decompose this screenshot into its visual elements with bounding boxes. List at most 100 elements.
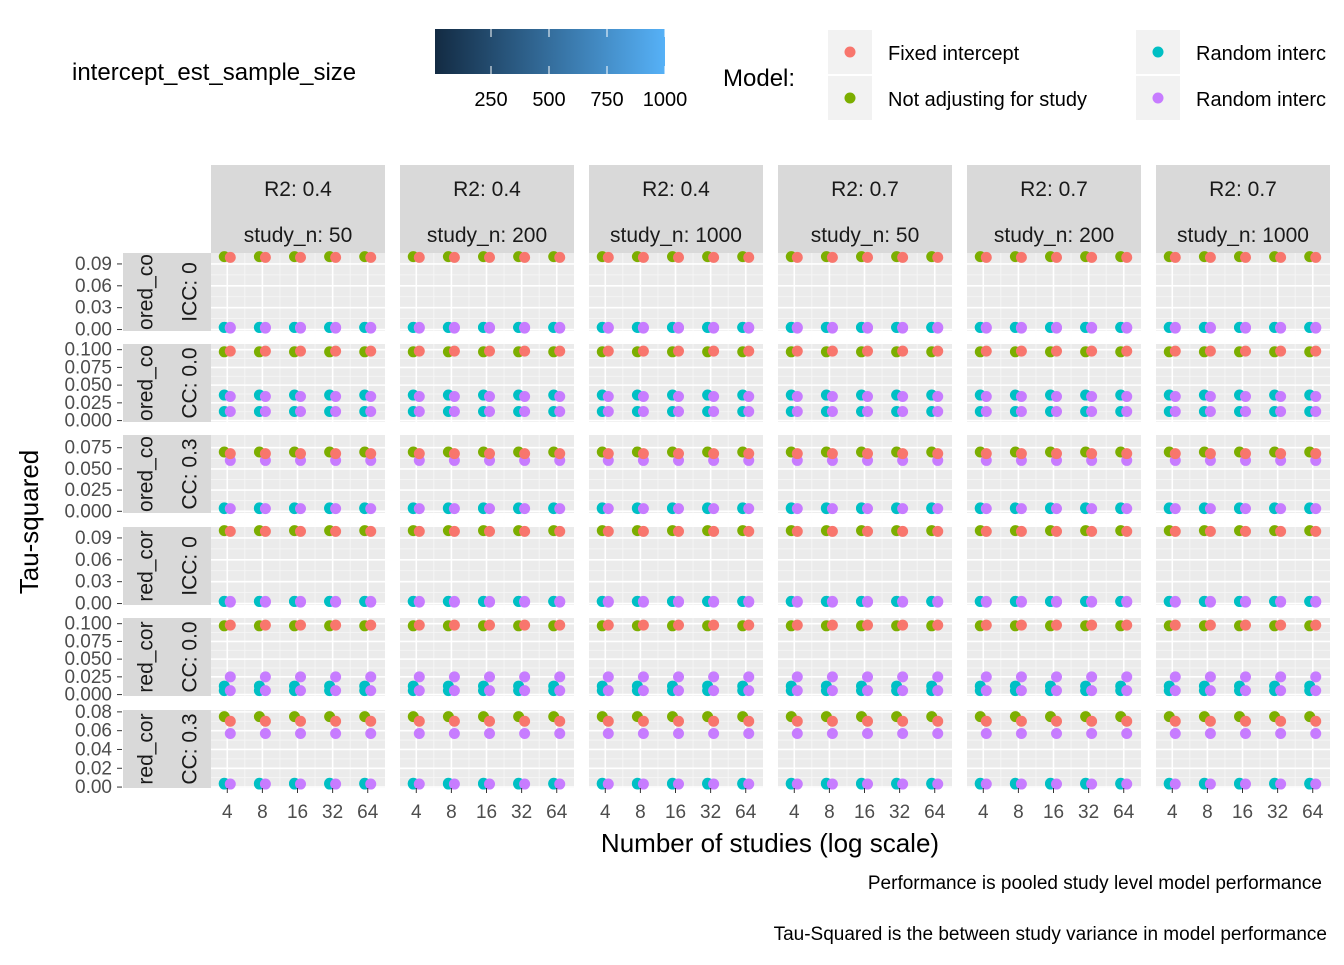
- data-point-random_b: [708, 685, 720, 697]
- data-point-fixed: [1240, 715, 1252, 727]
- data-point-random_b: [1121, 727, 1133, 739]
- data-point-random_b: [484, 595, 496, 607]
- data-point-random_b: [1051, 503, 1063, 515]
- data-point-random_b: [1240, 727, 1252, 739]
- data-point-random_b: [448, 727, 460, 739]
- data-point-random_b: [980, 406, 992, 418]
- data-point-random_b: [980, 778, 992, 790]
- data-point-random_b: [980, 685, 992, 697]
- data-point-fixed: [897, 715, 909, 727]
- data-point-fixed: [826, 715, 838, 727]
- data-point-random_b: [897, 685, 909, 697]
- data-point-random_b: [826, 390, 838, 402]
- data-point-random_b: [484, 778, 496, 790]
- data-point-fixed: [1086, 345, 1098, 357]
- data-point-fixed: [1204, 448, 1216, 460]
- data-point-random_b: [708, 406, 720, 418]
- y-tick-label: 0.050: [64, 459, 112, 480]
- strip-label-inner: CC: 0.0: [179, 621, 202, 692]
- data-point-fixed: [1051, 448, 1063, 460]
- data-point-random_b: [554, 778, 566, 790]
- x-tick-label: 4: [978, 802, 989, 823]
- y-tick-label: 0.09: [75, 254, 112, 275]
- data-point-random_b: [862, 685, 874, 697]
- data-point-fixed: [554, 448, 566, 460]
- data-point-fixed: [448, 619, 460, 631]
- data-point-fixed: [484, 715, 496, 727]
- data-point-fixed: [295, 251, 307, 263]
- facet-panel: [211, 618, 385, 697]
- data-point-fixed: [862, 525, 874, 537]
- data-point-fixed: [519, 715, 531, 727]
- facet-panel: [778, 710, 952, 790]
- data-point-random_b: [1169, 595, 1181, 607]
- data-point-fixed: [413, 715, 425, 727]
- x-tick-label: 8: [824, 802, 835, 823]
- data-point-random_b: [826, 727, 838, 739]
- data-point-fixed: [1310, 448, 1322, 460]
- data-point-fixed: [413, 619, 425, 631]
- caption-tau-squared: Tau-Squared is the between study varianc…: [774, 924, 1327, 945]
- facet-panel: [778, 618, 952, 697]
- facet-panel: [967, 710, 1141, 790]
- data-point-fixed: [1310, 251, 1322, 263]
- data-point-random_b: [862, 390, 874, 402]
- facet-panel: [589, 435, 763, 515]
- x-tick-label: 4: [411, 802, 422, 823]
- data-point-random_b: [932, 727, 944, 739]
- data-point-fixed: [708, 345, 720, 357]
- facet-panel: [967, 344, 1141, 422]
- data-point-fixed: [1204, 715, 1216, 727]
- data-point-fixed: [602, 251, 614, 263]
- data-point-fixed: [1121, 619, 1133, 631]
- data-point-random_b: [330, 390, 342, 402]
- data-point-random_b: [330, 778, 342, 790]
- data-point-fixed: [637, 251, 649, 263]
- data-point-random_b: [413, 406, 425, 418]
- data-point-fixed: [224, 525, 236, 537]
- legend-dot: [844, 92, 856, 104]
- gradient-ticks: 250 500 750 1000: [474, 29, 687, 111]
- x-tick-label: 16: [854, 802, 875, 823]
- data-point-random_b: [330, 727, 342, 739]
- facet-panel: [589, 251, 763, 334]
- y-tick-label: 0.075: [64, 631, 112, 652]
- data-point-fixed: [743, 251, 755, 263]
- data-point-random_b: [519, 390, 531, 402]
- data-point-fixed: [673, 448, 685, 460]
- data-point-fixed: [413, 448, 425, 460]
- data-point-random_b: [554, 321, 566, 333]
- data-point-fixed: [519, 251, 531, 263]
- data-point-fixed: [980, 345, 992, 357]
- data-point-random_b: [743, 595, 755, 607]
- data-point-random_b: [365, 671, 377, 683]
- strip-background: [123, 435, 211, 513]
- data-point-random_b: [826, 406, 838, 418]
- data-point-fixed: [1051, 525, 1063, 537]
- column-strip: R2: 0.7 study_n: 200: [967, 165, 1141, 253]
- strip-label-study-n: study_n: 50: [244, 224, 353, 247]
- data-point-random_b: [330, 406, 342, 418]
- data-point-random_b: [448, 406, 460, 418]
- strip-background: [967, 165, 1141, 253]
- data-point-random_b: [743, 727, 755, 739]
- data-point-fixed: [637, 448, 649, 460]
- data-point-fixed: [1051, 715, 1063, 727]
- facet-panel: [211, 435, 385, 515]
- data-point-random_b: [224, 685, 236, 697]
- data-point-fixed: [1240, 525, 1252, 537]
- data-point-fixed: [602, 525, 614, 537]
- data-point-random_b: [826, 671, 838, 683]
- data-point-fixed: [330, 345, 342, 357]
- data-point-fixed: [862, 345, 874, 357]
- data-point-fixed: [259, 251, 271, 263]
- strip-label-outer: ored_co: [135, 345, 158, 421]
- data-point-random_b: [791, 595, 803, 607]
- y-tick-label: 0.075: [64, 357, 112, 378]
- data-point-random_b: [932, 595, 944, 607]
- data-point-random_b: [932, 671, 944, 683]
- data-point-random_b: [897, 595, 909, 607]
- data-point-random_b: [602, 671, 614, 683]
- data-point-random_b: [1086, 727, 1098, 739]
- data-point-random_b: [708, 321, 720, 333]
